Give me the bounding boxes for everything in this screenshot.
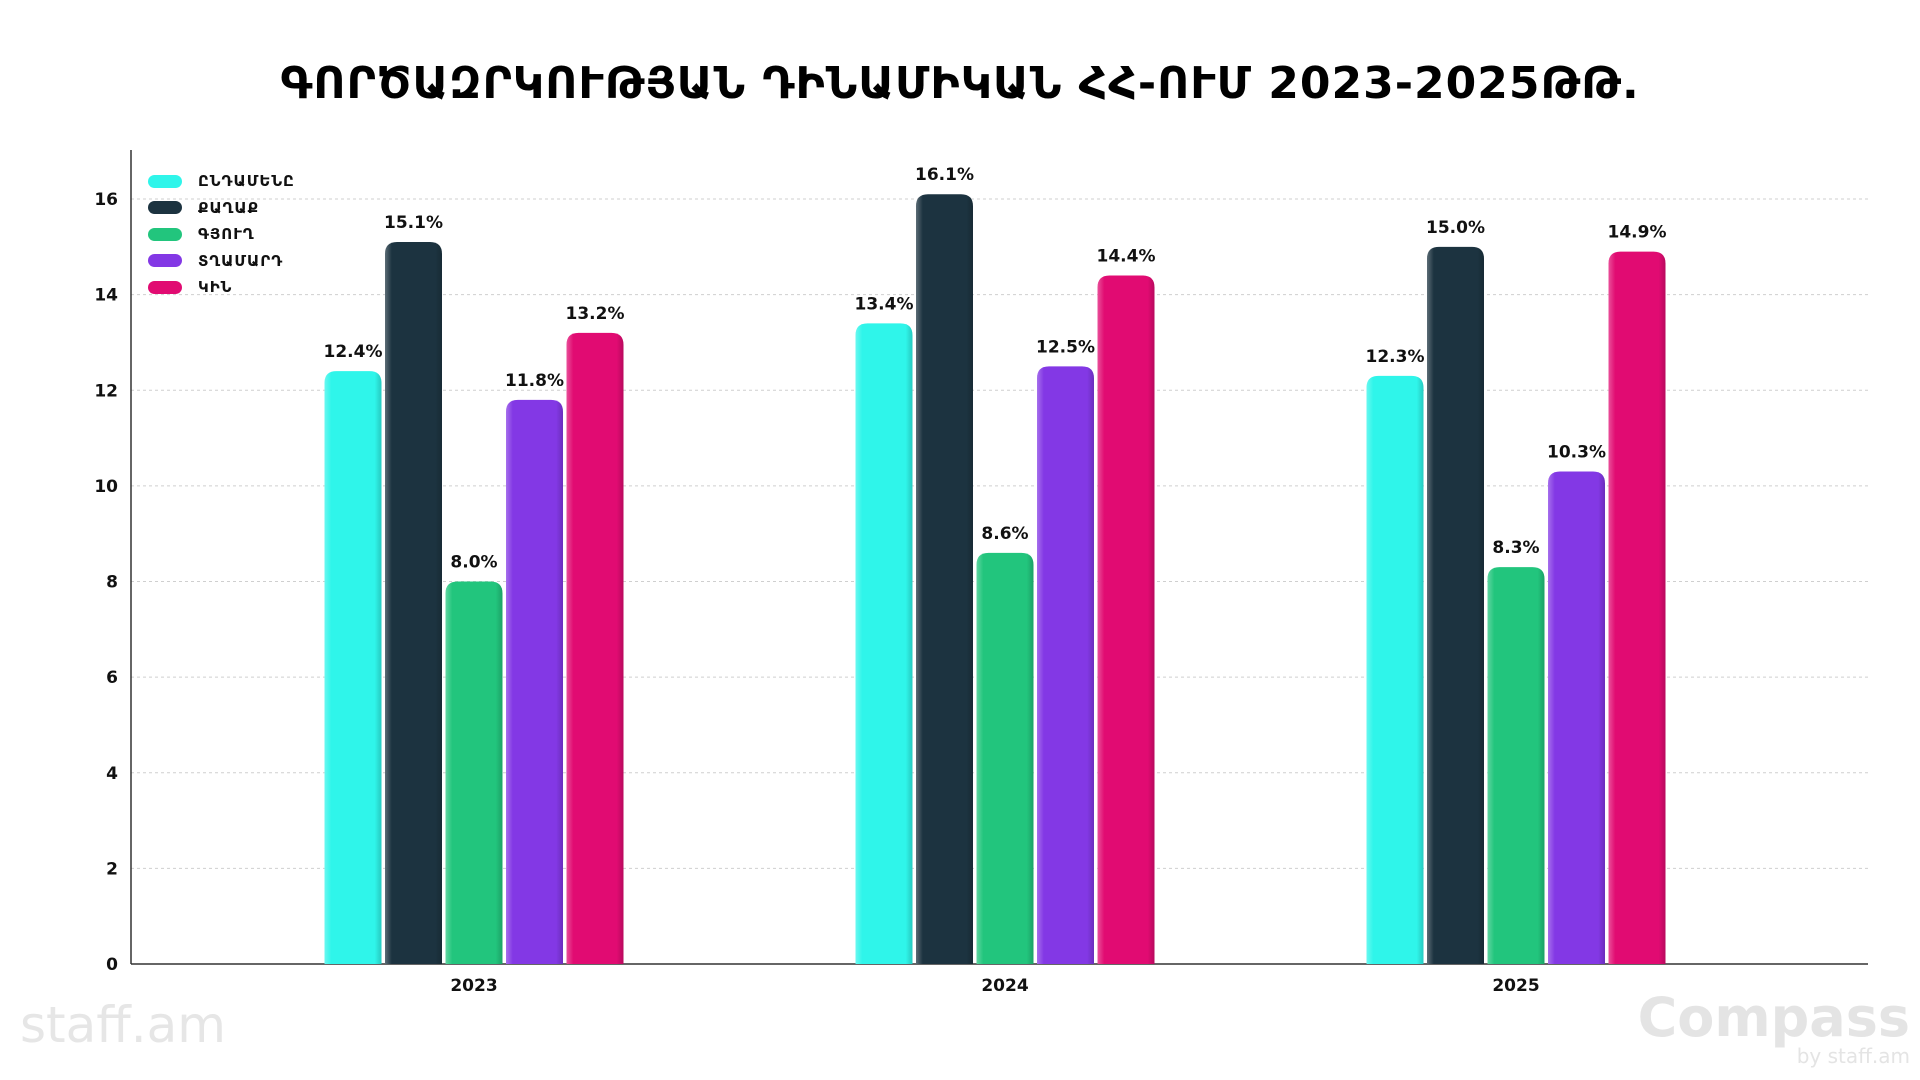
data-label: 15.0% <box>1426 218 1485 238</box>
legend-item: ԸՆԴԱՄԵՆԸ <box>148 168 295 195</box>
chart-title: ԳՈՐԾԱԶՐԿՈՒԹՅԱՆ ԴԻՆԱՄԻԿԱՆ ՀՀ-ՈՒՄ 2023-202… <box>280 58 1640 109</box>
bar-shading <box>445 581 503 964</box>
legend-swatch <box>148 174 182 188</box>
bar-shading <box>976 552 1034 964</box>
legend-swatch <box>148 227 182 241</box>
legend-label: ՏՂԱՄԱՐԴ <box>198 251 284 270</box>
y-tick-label: 10 <box>94 477 118 497</box>
data-label: 12.5% <box>1036 337 1095 357</box>
bar-shading <box>1487 567 1545 964</box>
legend: ԸՆԴԱՄԵՆԸ ՔԱՂԱՔ ԳՅՈՒՂ ՏՂԱՄԱՐԴ ԿԻՆ <box>148 168 295 301</box>
staff-am-logo: staff.am <box>20 996 226 1054</box>
data-label: 14.9% <box>1608 223 1667 243</box>
x-tick-label: 2024 <box>981 976 1028 996</box>
compass-logo: Compass by staff.am <box>1637 986 1910 1069</box>
bar-shading <box>566 332 624 964</box>
x-tick-label: 2023 <box>450 976 497 996</box>
y-tick-label: 0 <box>106 955 118 975</box>
legend-item: ՔԱՂԱՔ <box>148 195 295 222</box>
legend-item: ԳՅՈՒՂ <box>148 221 295 248</box>
bar-shading <box>1427 246 1484 964</box>
y-tick-label: 8 <box>106 573 118 593</box>
data-label: 13.4% <box>855 294 914 314</box>
data-label: 8.3% <box>1492 538 1539 558</box>
data-label: 15.1% <box>384 213 443 233</box>
compass-logo-text: Compass <box>1637 986 1910 1049</box>
y-tick-label: 2 <box>106 859 118 879</box>
y-tick-label: 4 <box>106 764 118 784</box>
y-tick-label: 14 <box>94 286 118 306</box>
bar-shading <box>324 371 382 964</box>
axes: 0 2 4 6 8 10 12 14 16 2023 2024 2025 <box>94 150 1868 996</box>
data-label: 11.8% <box>505 371 564 391</box>
data-label: 12.3% <box>1366 347 1425 367</box>
bar-shading <box>506 399 563 964</box>
bar-shading <box>1608 251 1666 964</box>
legend-item: ԿԻՆ <box>148 274 295 301</box>
y-tick-label: 6 <box>106 668 118 688</box>
bar-shading <box>385 242 442 964</box>
legend-label: ԸՆԴԱՄԵՆԸ <box>198 172 295 191</box>
bar-shading <box>916 194 973 964</box>
legend-label: ԿԻՆ <box>198 278 233 297</box>
legend-label: ՔԱՂԱՔ <box>198 198 260 217</box>
data-label: 10.3% <box>1547 443 1606 463</box>
data-label: 13.2% <box>566 304 625 324</box>
compass-logo-subtext: by staff.am <box>1796 1044 1910 1068</box>
legend-item: ՏՂԱՄԱՐԴ <box>148 248 295 275</box>
data-label: 8.0% <box>450 553 497 573</box>
bar-shading <box>855 323 913 964</box>
legend-swatch <box>148 201 182 215</box>
bar-shading <box>1037 366 1094 964</box>
data-label: 8.6% <box>981 524 1028 544</box>
legend-swatch <box>148 280 182 294</box>
bar-shading <box>1097 275 1155 964</box>
y-tick-label: 12 <box>94 381 118 401</box>
data-label: 14.4% <box>1097 247 1156 267</box>
legend-label: ԳՅՈՒՂ <box>198 225 255 244</box>
legend-swatch <box>148 254 182 268</box>
bar-shading <box>1548 471 1605 964</box>
bar-shading <box>1366 375 1424 964</box>
data-label: 16.1% <box>915 165 974 185</box>
x-tick-label: 2025 <box>1492 976 1539 996</box>
data-labels: 12.4% 15.1% 8.0% 11.8% 13.2% 13.4% 16.1% 8.6% 12… <box>324 165 1667 572</box>
bars <box>324 194 1666 964</box>
y-tick-label: 16 <box>94 190 118 210</box>
data-label: 12.4% <box>324 342 383 362</box>
